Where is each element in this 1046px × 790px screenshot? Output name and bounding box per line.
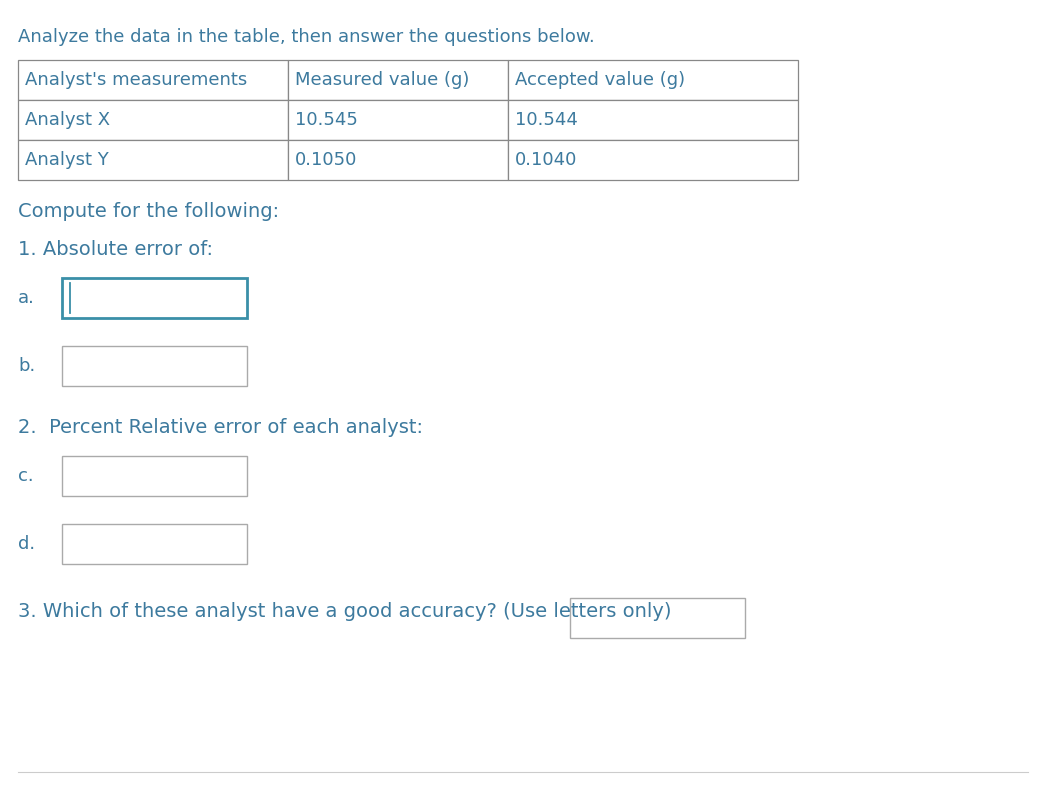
Bar <box>18 140 288 180</box>
Text: Analyst X: Analyst X <box>25 111 110 129</box>
Text: Analyst Y: Analyst Y <box>25 151 109 169</box>
Bar <box>570 598 745 638</box>
Bar <box>18 100 288 140</box>
Text: Accepted value (g): Accepted value (g) <box>515 71 685 89</box>
Text: c.: c. <box>18 467 33 485</box>
Text: b.: b. <box>18 357 36 375</box>
Text: 0.1040: 0.1040 <box>515 151 577 169</box>
Bar <box>62 346 247 386</box>
Bar <box>508 60 798 100</box>
Text: 3. Which of these analyst have a good accuracy? (Use letters only): 3. Which of these analyst have a good ac… <box>18 602 672 621</box>
Bar <box>62 456 247 496</box>
Bar <box>288 100 508 140</box>
Bar <box>508 100 798 140</box>
Text: Compute for the following:: Compute for the following: <box>18 202 279 221</box>
Text: Analyst's measurements: Analyst's measurements <box>25 71 247 89</box>
Text: 2.  Percent Relative error of each analyst:: 2. Percent Relative error of each analys… <box>18 418 423 437</box>
Bar <box>18 60 288 100</box>
Bar <box>288 140 508 180</box>
Text: 0.1050: 0.1050 <box>295 151 358 169</box>
Text: Measured value (g): Measured value (g) <box>295 71 470 89</box>
Bar <box>62 278 247 318</box>
Text: Analyze the data in the table, then answer the questions below.: Analyze the data in the table, then answ… <box>18 28 595 46</box>
Text: d.: d. <box>18 535 36 553</box>
Text: 1. Absolute error of:: 1. Absolute error of: <box>18 240 213 259</box>
Text: 10.545: 10.545 <box>295 111 358 129</box>
Bar <box>508 140 798 180</box>
Bar <box>288 60 508 100</box>
Text: 10.544: 10.544 <box>515 111 577 129</box>
Bar <box>62 524 247 564</box>
Text: a.: a. <box>18 289 35 307</box>
